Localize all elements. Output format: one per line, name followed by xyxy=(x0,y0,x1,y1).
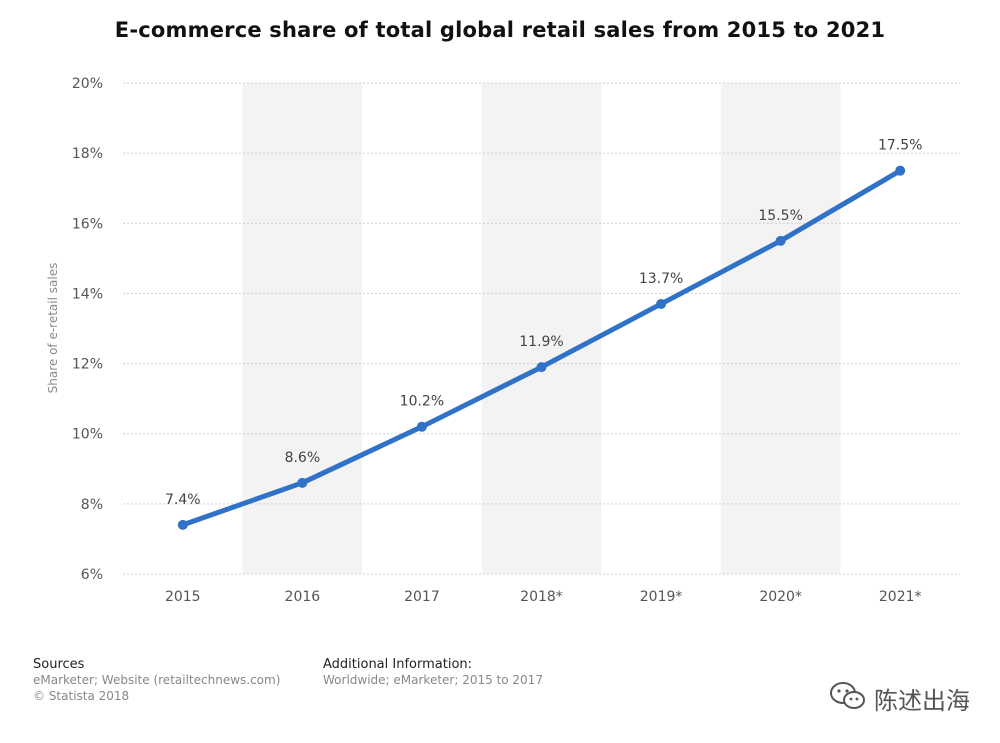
data-labels: 7.4% 8.6% 10.2% 11.9% 13.7% 15.5% 17.5% xyxy=(165,138,922,508)
data-label: 8.6% xyxy=(285,450,321,466)
y-tick-label: 8% xyxy=(81,497,103,513)
x-tick-label: 2019* xyxy=(640,589,683,605)
data-point xyxy=(177,519,188,530)
data-point xyxy=(297,477,308,488)
x-tick-label: 2017 xyxy=(404,589,440,605)
gridlines xyxy=(123,82,960,575)
y-tick-label: 16% xyxy=(72,216,103,232)
y-tick-label: 12% xyxy=(72,357,103,373)
additional-info-heading: Additional Information: xyxy=(323,657,473,672)
data-label: 17.5% xyxy=(878,138,922,154)
column-band xyxy=(720,83,841,574)
x-tick-label: 2018* xyxy=(520,589,563,605)
y-tick-label: 14% xyxy=(72,286,103,302)
watermark-text: 陈述出海 xyxy=(874,686,970,715)
sources-line: © Statista 2018 xyxy=(33,689,130,703)
sources-heading: Sources xyxy=(33,657,85,672)
data-label: 7.4% xyxy=(165,492,201,508)
y-tick-label: 6% xyxy=(81,567,103,583)
y-tick-label: 10% xyxy=(72,427,103,443)
column-band xyxy=(481,83,602,574)
data-points xyxy=(177,165,906,530)
chart-title: E-commerce share of total global retail … xyxy=(114,18,886,42)
y-axis-ticks: 6% 8% 10% 12% 14% 16% 18% 20% xyxy=(72,76,103,583)
data-label: 10.2% xyxy=(400,394,444,410)
y-axis-label: Share of e-retail sales xyxy=(46,263,60,394)
data-label: 13.7% xyxy=(639,271,683,287)
wechat-icon xyxy=(828,680,868,716)
data-label: 15.5% xyxy=(758,208,802,224)
data-label: 11.9% xyxy=(519,334,563,350)
data-point xyxy=(775,235,786,246)
column-bands xyxy=(242,83,841,574)
x-tick-label: 2020* xyxy=(759,589,802,605)
column-band xyxy=(242,83,363,574)
x-tick-label: 2021* xyxy=(879,589,922,605)
data-point xyxy=(416,421,427,432)
data-point xyxy=(536,362,547,373)
x-tick-label: 2016 xyxy=(285,589,321,605)
sources-line: eMarketer; Website (retailtechnews.com) xyxy=(33,673,281,687)
additional-info-line: Worldwide; eMarketer; 2015 to 2017 xyxy=(323,673,543,687)
y-tick-label: 20% xyxy=(72,76,103,92)
sources-block: Sources eMarketer; Website (retailtechne… xyxy=(33,657,280,704)
x-axis-ticks: 2015 2016 2017 2018* 2019* 2020* 2021* xyxy=(165,589,922,605)
y-tick-label: 18% xyxy=(72,146,103,162)
data-point xyxy=(895,165,906,176)
line-chart: 6% 8% 10% 12% 14% 16% 18% 20% 2015 2016 2017 2018*… xyxy=(46,76,960,605)
additional-info-block: Additional Information: Worldwide; eMark… xyxy=(323,657,543,688)
data-point xyxy=(656,298,667,309)
x-tick-label: 2015 xyxy=(165,589,201,605)
watermark: 陈述出海 xyxy=(828,680,970,716)
